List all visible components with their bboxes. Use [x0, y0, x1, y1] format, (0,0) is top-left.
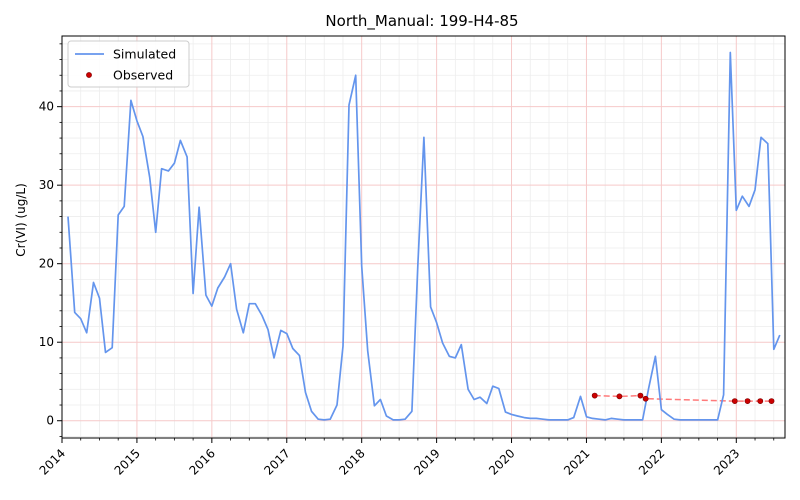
x-tick-label: 2022	[636, 446, 667, 477]
x-tick-label: 2023	[711, 446, 742, 477]
x-tick-label: 2020	[486, 446, 517, 477]
y-tick-label: 30	[39, 178, 54, 192]
legend-simulated-label: Simulated	[113, 47, 176, 62]
plot-frame	[61, 35, 786, 439]
observed-point	[744, 398, 751, 404]
observed-point	[757, 398, 764, 404]
y-tick-label: 0	[46, 414, 54, 428]
observed-point	[591, 392, 598, 399]
y-tick-label: 10	[39, 335, 54, 349]
x-tick-label: 2017	[261, 446, 292, 477]
observed-point	[616, 393, 623, 400]
x-tick-label: 2018	[336, 446, 367, 477]
observed-point	[637, 392, 644, 399]
legend-box	[67, 40, 190, 88]
observed-series	[591, 392, 775, 404]
major-grid	[61, 36, 785, 438]
x-tick-label: 2019	[411, 446, 442, 477]
legend: Simulated Observed	[67, 40, 190, 88]
x-tick-label: 2015	[112, 446, 143, 477]
minor-grid	[62, 36, 785, 438]
y-axis-label: Cr(VI) (ug/L)	[14, 183, 28, 257]
simulated-series	[67, 51, 781, 421]
legend-observed-swatch	[86, 72, 92, 78]
observed-point	[768, 398, 775, 404]
y-tick-label: 20	[39, 257, 54, 271]
x-tick-label: 2021	[561, 446, 592, 477]
y-tick-label: 40	[39, 100, 54, 114]
chart-title: North_Manual: 199-H4-85	[325, 12, 518, 31]
y-axis: 0 10 20 30 40	[39, 43, 62, 437]
legend-observed-label: Observed	[113, 68, 173, 83]
x-tick-label: 2014	[37, 446, 68, 477]
simulated-line	[67, 51, 781, 421]
observed-point	[731, 398, 738, 404]
x-axis: 2014 2015 2016 2017 2018 2019 2020 2021 2022 2023	[37, 438, 775, 478]
observed-point	[642, 395, 649, 402]
x-tick-label: 2016	[186, 446, 217, 477]
